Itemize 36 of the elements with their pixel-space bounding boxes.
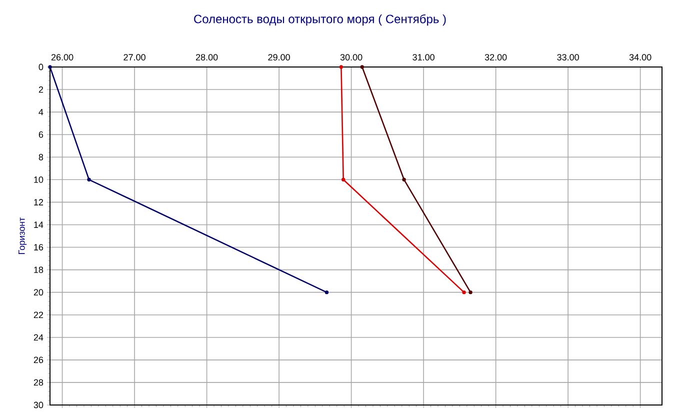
y-tick-label: 8 [38,154,44,160]
point [360,65,364,69]
y-tick-label: 2 [38,86,44,93]
point [87,178,91,182]
point [339,65,344,69]
x-tick-label: 31.00 [412,54,434,60]
x-tick-label: 33.00 [557,54,579,60]
y-tick-label: 24 [34,334,44,341]
x-tick-label: 28.00 [196,54,218,60]
y-tick-label: 30 [34,402,44,408]
x-tick-label: 32.00 [484,54,507,60]
y-tick-label: 16 [34,244,44,250]
point [342,178,346,182]
x-tick-label: 30.00 [340,54,362,60]
y-tick-label: 4 [38,108,44,116]
y-tick-label: 10 [34,176,44,183]
point [468,290,472,294]
y-tick-label: 0 [38,64,44,70]
y-tick-label: 28 [34,379,44,386]
x-tick-label: 26.00 [51,54,74,60]
y-tick-label: 6 [38,131,44,138]
x-tick-label: 34.00 [629,54,652,60]
y-tick-label: 18 [34,266,44,273]
y-axis-title: Горизонт [18,217,27,254]
point [48,65,52,69]
y-tick-label: 22 [34,312,44,318]
y-tick-label: 26 [34,356,44,364]
x-tick-label: 27.00 [124,54,146,60]
point [402,178,406,182]
point [462,290,466,294]
point [324,290,329,294]
chart-title: Соленость воды открытого моря ( Сентябрь ) [194,14,446,26]
y-tick-label: 14 [34,222,44,228]
x-tick-label: 29.00 [268,54,290,60]
y-tick-label: 20 [34,289,44,296]
y-tick-label: 12 [34,199,44,206]
